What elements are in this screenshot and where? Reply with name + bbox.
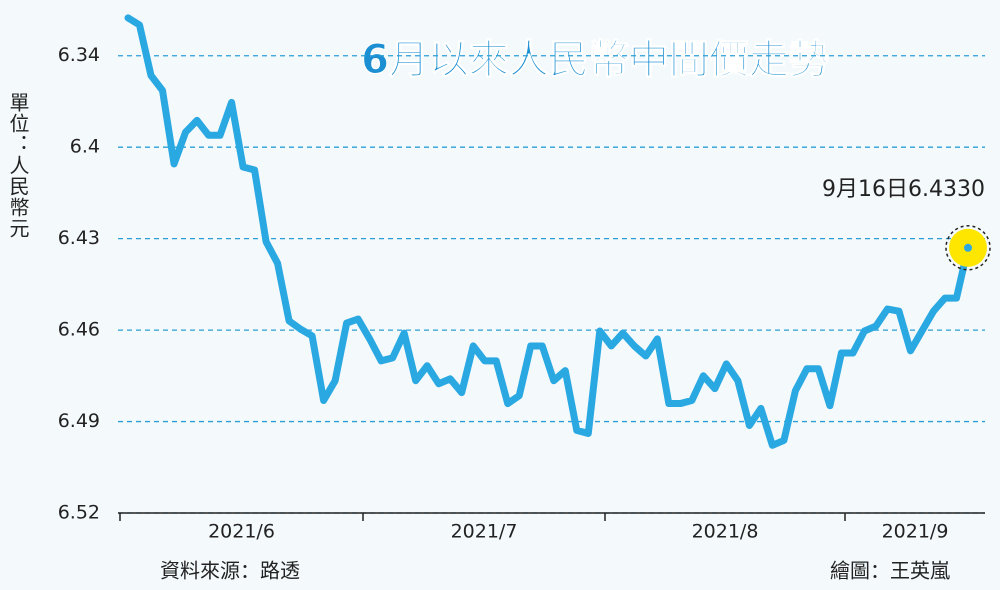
x-tick-label: 2021/8 xyxy=(692,521,759,543)
chart-title: 6月以來人民幣中間價走勢 xyxy=(361,37,829,83)
source: 資料來源：路透 xyxy=(160,559,300,583)
line-series xyxy=(124,14,972,449)
y-tick-label: 6.52 xyxy=(58,502,100,524)
y-tick-label: 6.34 xyxy=(58,44,100,66)
x-tick-label: 2021/9 xyxy=(882,521,949,543)
x-tick-label: 2021/7 xyxy=(451,521,518,543)
credit: 繪圖：王英嵐 xyxy=(830,559,950,583)
highlight-ring xyxy=(945,225,991,271)
x-tick-label: 2021/6 xyxy=(208,521,275,543)
y-tick-label: 6.49 xyxy=(58,410,100,432)
annotation: 9月16日6.4330 xyxy=(822,177,985,202)
y-axis-label: 單位：人民幣元 xyxy=(6,92,30,239)
y-tick-label: 6.4 xyxy=(70,136,100,158)
point-dot xyxy=(964,243,972,252)
y-tick-label: 6.46 xyxy=(58,319,100,341)
y-tick-label: 6.43 xyxy=(58,227,100,249)
